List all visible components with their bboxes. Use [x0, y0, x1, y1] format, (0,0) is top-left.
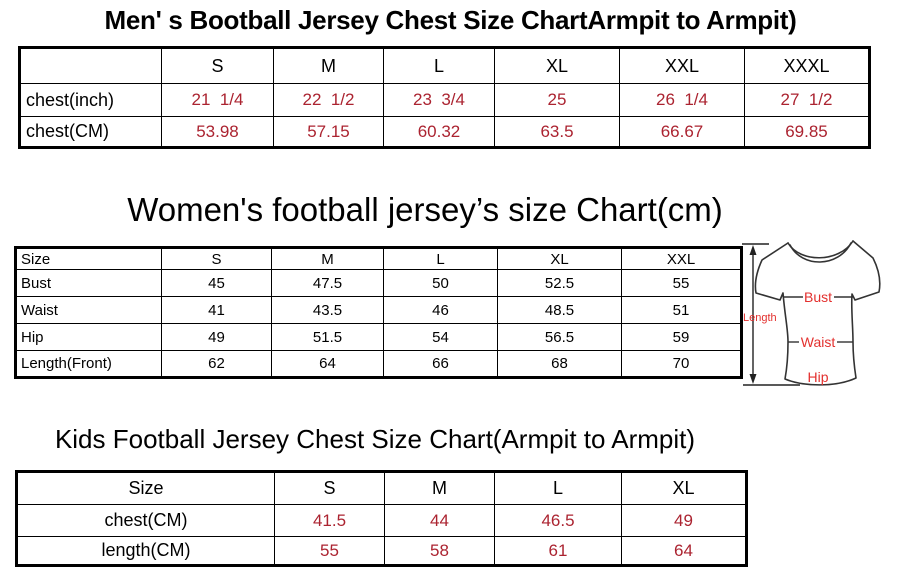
size-value-cell: 55 [621, 269, 742, 297]
men-size-table: S M L XL XXL XXXL chest(inch) 21 1/4 22 … [18, 46, 871, 149]
size-value-cell: 44 [384, 504, 495, 537]
waist-label: Waist [801, 334, 836, 350]
size-value-cell: 57.15 [273, 116, 384, 148]
men-header-s: S [161, 47, 274, 84]
row-label-cell: Length(Front) [15, 350, 162, 378]
men-chest-inch-row: chest(inch) 21 1/4 22 1/2 23 3/4 25 26 1… [19, 83, 870, 117]
women-header-m: M [271, 247, 384, 270]
size-value-cell: 58 [384, 536, 495, 566]
row-label-cell: Waist [15, 296, 162, 324]
size-value-cell: 51.5 [271, 323, 384, 351]
tshirt-measurement-diagram: Length Bust Waist Hip [742, 235, 901, 400]
men-header-xxxl: XXXL [744, 47, 870, 84]
size-value-cell: 50 [383, 269, 498, 297]
size-value-cell: 62 [161, 350, 272, 378]
size-value-cell: 49 [621, 504, 747, 537]
size-value-cell: 47.5 [271, 269, 384, 297]
kids-size-table: Size S M L XL chest(CM) 41.5 44 46.5 49 … [15, 470, 748, 567]
women-chart-title: Women's football jersey’s size Chart(cm) [127, 191, 723, 228]
men-chart-title: Men' s Bootball Jersey Chest Size ChartA… [104, 5, 797, 35]
women-header-xl: XL [497, 247, 622, 270]
bust-label: Bust [804, 289, 832, 305]
size-value-cell: 43.5 [271, 296, 384, 324]
row-label-cell: chest(CM) [19, 116, 162, 148]
men-header-empty [19, 47, 162, 84]
size-value-cell: 70 [621, 350, 742, 378]
men-header-xxl: XXL [619, 47, 745, 84]
kids-chest-row: chest(CM) 41.5 44 46.5 49 [16, 504, 747, 537]
size-value-cell: 41.5 [274, 504, 385, 537]
women-length-row: Length(Front) 62 64 66 68 70 [15, 350, 742, 378]
size-value-cell: 66 [383, 350, 498, 378]
size-value-cell: 46 [383, 296, 498, 324]
size-value-cell: 27 1/2 [744, 83, 870, 117]
size-value-cell: 68 [497, 350, 622, 378]
row-label-cell: chest(CM) [16, 504, 275, 537]
kids-header-row: Size S M L XL [16, 471, 747, 505]
women-header-l: L [383, 247, 498, 270]
size-value-cell: 64 [621, 536, 747, 566]
size-value-cell: 46.5 [494, 504, 622, 537]
row-label-cell: length(CM) [16, 536, 275, 566]
collar-inner-arc [789, 242, 852, 263]
size-value-cell: 23 3/4 [383, 83, 495, 117]
men-chest-cm-row: chest(CM) 53.98 57.15 60.32 63.5 66.67 6… [19, 116, 870, 148]
size-value-cell: 22 1/2 [273, 83, 384, 117]
kids-header-xl: XL [621, 471, 747, 505]
row-label-cell: Hip [15, 323, 162, 351]
size-value-cell: 54 [383, 323, 498, 351]
size-value-cell: 59 [621, 323, 742, 351]
kids-header-s: S [274, 471, 385, 505]
size-value-cell: 45 [161, 269, 272, 297]
kids-header-size: Size [16, 471, 275, 505]
kids-header-l: L [494, 471, 622, 505]
women-hip-row: Hip 49 51.5 54 56.5 59 [15, 323, 742, 351]
kids-length-row: length(CM) 55 58 61 64 [16, 536, 747, 566]
men-header-row: S M L XL XXL XXXL [19, 47, 870, 84]
size-value-cell: 49 [161, 323, 272, 351]
size-value-cell: 26 1/4 [619, 83, 745, 117]
women-header-xxl: XXL [621, 247, 742, 270]
men-header-xl: XL [494, 47, 620, 84]
size-value-cell: 52.5 [497, 269, 622, 297]
size-value-cell: 66.67 [619, 116, 745, 148]
size-value-cell: 41 [161, 296, 272, 324]
men-header-m: M [273, 47, 384, 84]
women-header-s: S [161, 247, 272, 270]
hip-label: Hip [807, 369, 828, 385]
tshirt-outline-icon [754, 240, 881, 386]
women-size-table: Size S M L XL XXL Bust 45 47.5 50 52.5 5… [14, 246, 743, 379]
men-header-l: L [383, 47, 495, 84]
size-value-cell: 64 [271, 350, 384, 378]
length-label: Length [743, 312, 777, 324]
size-value-cell: 60.32 [383, 116, 495, 148]
size-value-cell: 69.85 [744, 116, 870, 148]
length-arrow [742, 243, 800, 386]
women-header-row: Size S M L XL XXL [15, 247, 742, 270]
kids-chart-title: Kids Football Jersey Chest Size Chart(Ar… [54, 424, 696, 454]
measurement-lines [783, 296, 853, 343]
women-bust-row: Bust 45 47.5 50 52.5 55 [15, 269, 742, 297]
row-label-cell: chest(inch) [19, 83, 162, 117]
size-value-cell: 53.98 [161, 116, 274, 148]
size-value-cell: 21 1/4 [161, 83, 274, 117]
size-value-cell: 61 [494, 536, 622, 566]
size-value-cell: 56.5 [497, 323, 622, 351]
size-value-cell: 51 [621, 296, 742, 324]
size-value-cell: 25 [494, 83, 620, 117]
size-value-cell: 63.5 [494, 116, 620, 148]
size-value-cell: 55 [274, 536, 385, 566]
size-value-cell: 48.5 [497, 296, 622, 324]
row-label-cell: Bust [15, 269, 162, 297]
women-header-size: Size [15, 247, 162, 270]
kids-header-m: M [384, 471, 495, 505]
women-waist-row: Waist 41 43.5 46 48.5 51 [15, 296, 742, 324]
